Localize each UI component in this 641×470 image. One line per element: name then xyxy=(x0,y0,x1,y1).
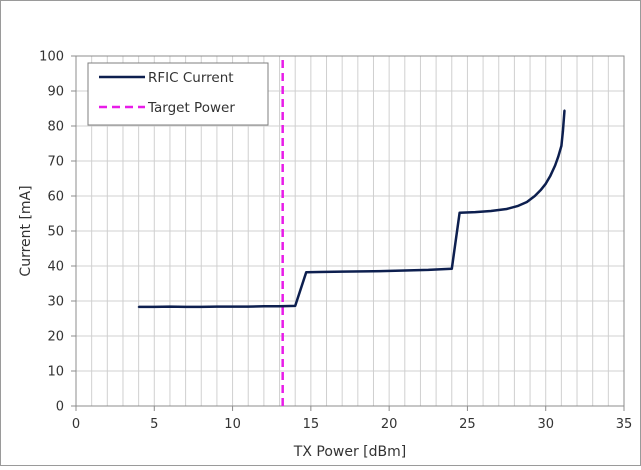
data-point-rfic-current xyxy=(544,182,547,185)
legend-box xyxy=(87,62,269,126)
data-point-rfic-current xyxy=(372,270,375,273)
x-tick-label: 5 xyxy=(150,417,158,432)
data-point-rfic-current xyxy=(526,201,528,203)
data-point-rfic-current xyxy=(278,305,281,308)
x-tick-label: 10 xyxy=(224,417,241,432)
legend-label: Target Power xyxy=(147,100,235,116)
data-point-rfic-current xyxy=(262,305,265,308)
data-point-rfic-current xyxy=(490,210,492,212)
y-tick-label: 100 xyxy=(39,50,64,65)
y-axis-label: Current [mA] xyxy=(18,185,34,276)
data-point-rfic-current xyxy=(540,188,542,191)
data-point-rfic-current xyxy=(563,109,566,112)
y-tick-label: 70 xyxy=(47,155,64,170)
tick-labels: 0 5 10 15 20 25 30 35 0 10 20 30 40 50 60 70 80 90 100 xyxy=(39,50,632,433)
data-point-rfic-current xyxy=(294,305,297,307)
y-tick-label: 90 xyxy=(47,85,64,100)
legend: RFIC Current Target Power xyxy=(87,62,269,126)
data-point-rfic-current xyxy=(560,145,563,147)
data-point-rfic-current xyxy=(305,271,308,274)
data-point-rfic-current xyxy=(231,305,234,308)
y-tick-label: 30 xyxy=(47,295,64,310)
data-point-rfic-current xyxy=(169,305,171,308)
x-tick-label: 20 xyxy=(381,417,398,432)
data-point-rfic-current xyxy=(450,267,453,270)
data-point-rfic-current xyxy=(562,130,564,133)
x-tick-label: 35 xyxy=(616,417,633,432)
data-point-rfic-current xyxy=(184,306,187,308)
x-tick-label: 30 xyxy=(537,417,554,432)
x-tick-label: 25 xyxy=(459,417,476,432)
x-axis-label: TX Power [dBm] xyxy=(293,444,406,460)
data-point-rfic-current xyxy=(533,195,536,197)
y-tick-label: 10 xyxy=(47,365,64,380)
y-tick-label: 0 xyxy=(56,400,64,415)
data-point-rfic-current xyxy=(200,306,203,308)
legend-label: RFIC Current xyxy=(148,70,234,86)
data-point-rfic-current xyxy=(403,269,406,272)
data-point-rfic-current xyxy=(443,268,445,271)
y-tick-label: 60 xyxy=(47,190,64,205)
data-point-rfic-current xyxy=(549,174,552,177)
data-point-rfic-current xyxy=(427,268,430,271)
data-point-rfic-current xyxy=(516,205,519,208)
data-point-rfic-current xyxy=(557,155,560,158)
data-point-rfic-current xyxy=(554,164,557,167)
data-point-rfic-current xyxy=(216,305,218,308)
y-tick-label: 50 xyxy=(47,225,64,240)
data-point-rfic-current xyxy=(247,305,250,308)
data-point-rfic-current xyxy=(341,270,344,273)
data-point-rfic-current xyxy=(458,211,461,214)
data-point-rfic-current xyxy=(137,306,140,308)
data-point-rfic-current xyxy=(153,306,156,308)
x-tick-label: 15 xyxy=(303,417,320,432)
series-line-rfic-current xyxy=(138,110,566,309)
data-point-rfic-current xyxy=(474,211,477,214)
x-tick-label: 0 xyxy=(72,417,80,432)
data-point-rfic-current xyxy=(505,208,508,210)
series-layer xyxy=(137,56,566,406)
y-tick-label: 40 xyxy=(47,260,64,275)
y-tick-label: 20 xyxy=(47,330,64,345)
data-point-rfic-current xyxy=(317,271,320,273)
y-tick-label: 80 xyxy=(47,120,64,135)
